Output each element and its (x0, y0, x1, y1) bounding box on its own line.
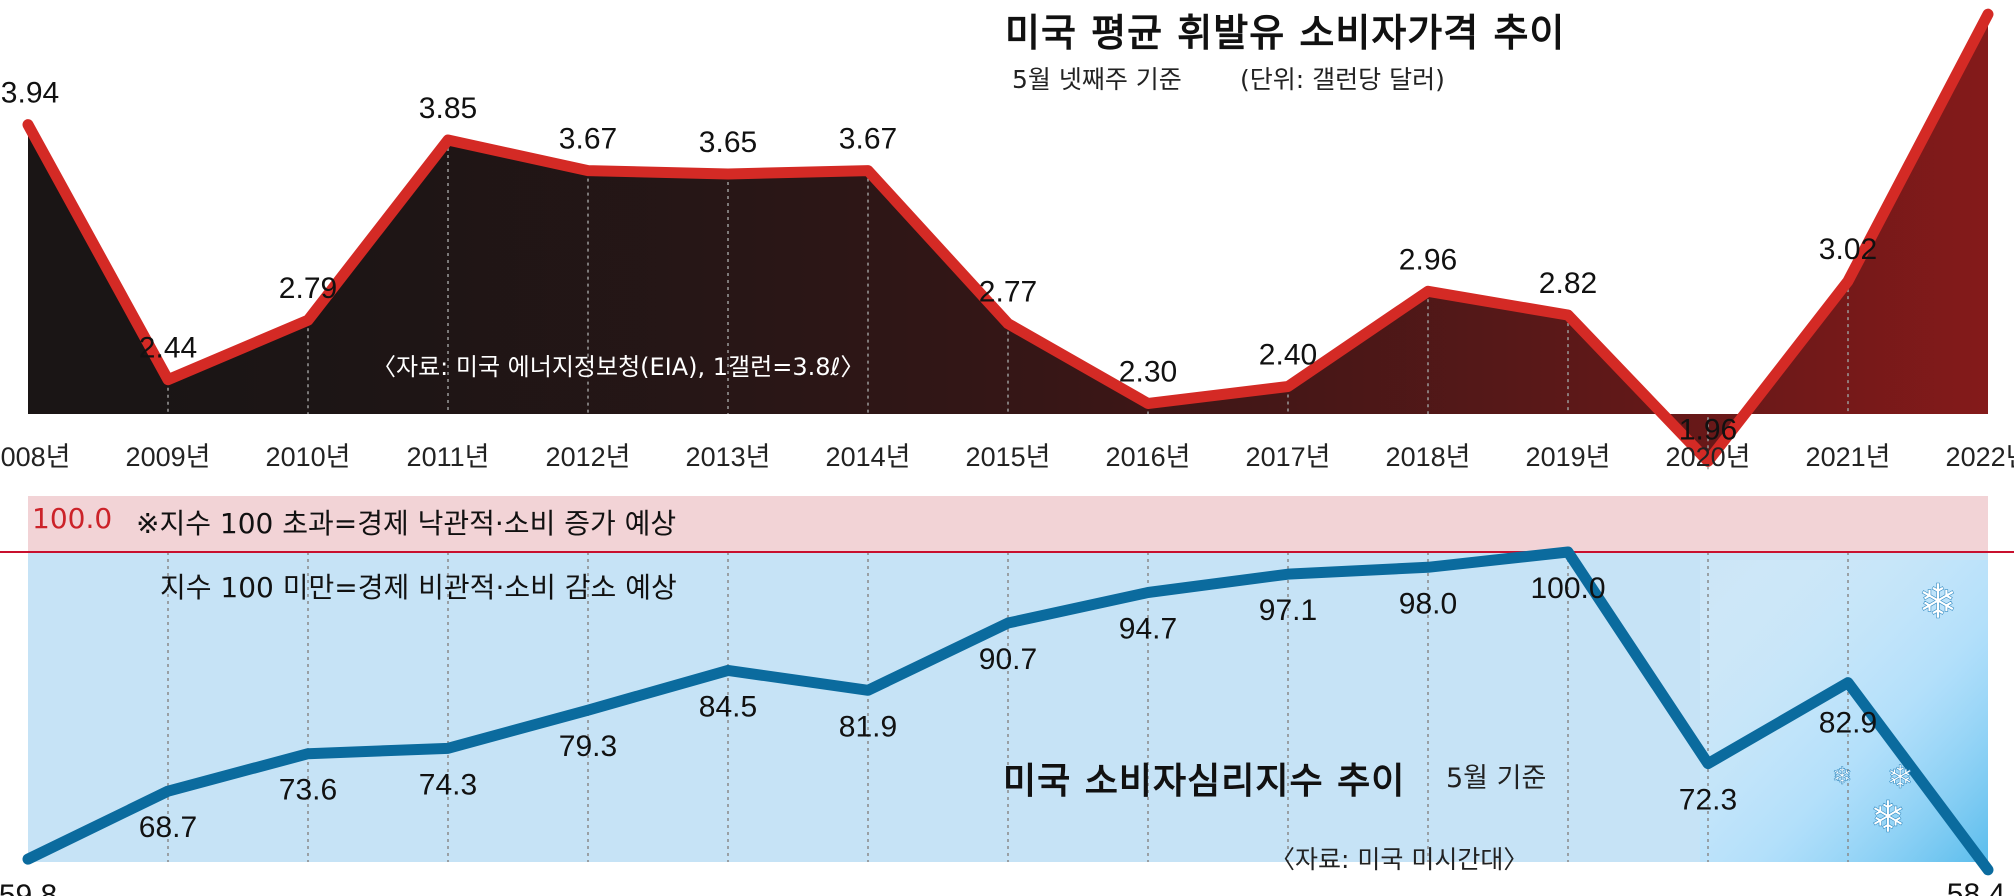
gas-price-unit: (단위: 갤런당 달러) (1240, 65, 1445, 94)
snowflake-icon: ❄ (1832, 762, 1852, 790)
price-data-label: 3.65 (699, 126, 757, 159)
x-tick-label: 2017년 (1246, 442, 1331, 472)
pessimistic-note: 지수 100 미만=경제 비관적·소비 감소 예상 (160, 571, 677, 604)
sentiment-data-label: 81.9 (839, 710, 897, 743)
consumer-sentiment-chart: 59.8 68.7 73.6 74.3 79.3 84.5 81.9 90.7 94.7 97.1… (0, 496, 2014, 896)
snowflake-icon: ❄ (1887, 758, 1914, 796)
gasoline-price-chart: 3.94 2.44 2.79 3.85 3.67 3.65 3.67 2.77 2.30 2.40… (1, 8, 1994, 470)
snowflake-icon: ❄ (1918, 574, 1958, 630)
sentiment-data-label: 84.5 (699, 690, 757, 723)
sentiment-data-label: 68.7 (139, 811, 197, 844)
sentiment-line (22, 546, 1994, 876)
x-tick-label: 2019년 (1526, 442, 1611, 472)
sentiment-data-label: 100.0 (1530, 572, 1605, 605)
sentiment-data-label: 73.6 (279, 774, 337, 807)
year-axis: 2008년 2009년 2010년 2011년 2012년 2013년 2014년 2015년… (0, 442, 2014, 472)
snowflake-icon: ❄ (1870, 792, 1907, 843)
x-tick-label: 2022년 (1946, 442, 2014, 472)
price-data-label: 2.96 (1399, 243, 1457, 276)
price-data-label: 2.30 (1119, 356, 1177, 389)
price-data-label: 3.67 (559, 123, 617, 156)
price-data-label: 2.44 (139, 332, 197, 365)
x-tick-label: 2018년 (1386, 442, 1471, 472)
x-tick-label: 2010년 (266, 442, 351, 472)
x-tick-label: 2015년 (966, 442, 1051, 472)
sentiment-data-label: 90.7 (979, 643, 1037, 676)
price-data-label: 3.85 (419, 92, 477, 125)
gas-price-title: 미국 평균 휘발유 소비자가격 추이 (1005, 11, 1566, 55)
sentiment-data-label: 74.3 (419, 768, 477, 801)
x-tick-label: 2011년 (407, 442, 490, 472)
sentiment-data-label: 72.3 (1679, 784, 1737, 817)
price-data-label: 2.82 (1539, 267, 1597, 300)
optimistic-note: ※지수 100 초과=경제 낙관적·소비 증가 예상 (136, 507, 677, 540)
sentiment-data-label: 82.9 (1819, 707, 1877, 740)
sentiment-data-label: 98.0 (1399, 587, 1457, 620)
x-tick-label: 2016년 (1106, 442, 1191, 472)
x-tick-label: 2009년 (126, 442, 211, 472)
sentiment-data-label: 94.7 (1119, 612, 1177, 645)
x-tick-label: 2012년 (546, 442, 631, 472)
gas-price-source: 〈자료: 미국 에너지정보청(EIA), 1갤런=3.8ℓ〉 (372, 353, 865, 381)
price-data-label: 3.67 (839, 123, 897, 156)
sentiment-subtitle: 5월 기준 (1446, 763, 1547, 794)
price-data-label: 2.40 (1259, 339, 1317, 372)
price-data-label: 1.96 (1679, 413, 1737, 446)
x-tick-label: 2008년 (0, 442, 70, 472)
sentiment-data-label: 59.8 (0, 879, 57, 896)
price-data-label: 2.77 (979, 276, 1037, 309)
sentiment-data-label: 97.1 (1259, 594, 1317, 627)
sentiment-data-label: 58.4 (1947, 878, 2005, 896)
optimistic-band (28, 496, 1988, 552)
price-area-highlight (28, 14, 1988, 462)
x-tick-label: 2020년 (1666, 442, 1751, 472)
price-data-label: 2.79 (279, 272, 337, 305)
gas-price-subtitle: 5월 넷째주 기준 (1012, 65, 1182, 94)
x-tick-label: 2014년 (826, 442, 911, 472)
price-data-label: 3.02 (1819, 233, 1877, 266)
x-tick-label: 2021년 (1806, 442, 1891, 472)
sentiment-source: 〈자료: 미국 미시간대〉 (1270, 845, 1529, 874)
price-data-label: 3.94 (1, 77, 59, 110)
sentiment-data-label: 79.3 (559, 730, 617, 763)
x-tick-label: 2013년 (686, 442, 771, 472)
sentiment-title: 미국 소비자심리지수 추이 (1003, 761, 1406, 802)
baseline-value-label: 100.0 (32, 502, 113, 535)
price-line (22, 8, 1994, 467)
